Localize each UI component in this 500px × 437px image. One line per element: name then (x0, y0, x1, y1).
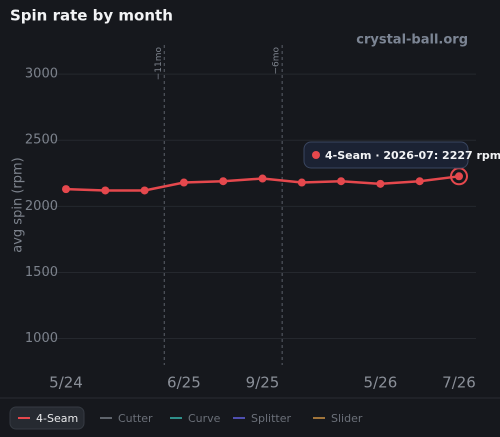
point (62, 185, 70, 194)
point (376, 179, 385, 188)
point (101, 186, 110, 195)
marker-label: −11mo (154, 47, 164, 81)
watermark: crystal-ball.org (356, 33, 468, 48)
point (455, 172, 463, 181)
y-axis-label: avg spin (rpm) (11, 157, 26, 252)
x-tick-label: 6/25 (167, 374, 201, 392)
legend-label[interactable]: Cutter (118, 412, 153, 425)
x-tick-label: 7/26 (442, 374, 476, 392)
y-tick-label: 1500 (25, 265, 58, 280)
x-tick-label: 5/26 (364, 374, 398, 392)
x-tick-label: 5/24 (49, 374, 83, 392)
legend-label[interactable]: 4-Seam (36, 412, 78, 425)
marker-label: −6mo (272, 47, 282, 75)
y-tick-label: 3000 (25, 67, 58, 82)
x-tick-label: 9/25 (246, 374, 280, 392)
point (179, 178, 188, 187)
point (297, 178, 306, 187)
legend-label[interactable]: Slider (331, 412, 363, 425)
y-tick-label: 2000 (25, 199, 58, 214)
point (337, 177, 346, 186)
chart-title: Spin rate by month (10, 7, 173, 25)
point (258, 174, 267, 183)
legend-active-bg[interactable] (9, 406, 85, 430)
point (140, 186, 149, 195)
point (219, 177, 228, 186)
legend-label[interactable]: Splitter (251, 412, 291, 425)
point (415, 177, 424, 186)
tooltip-box (303, 141, 469, 169)
y-tick-label: 2500 (25, 133, 58, 148)
legend-label[interactable]: Curve (188, 412, 221, 425)
y-tick-label: 1000 (25, 331, 58, 346)
tooltip-text: 4-Seam · 2026-07: 2227 rpm (325, 149, 500, 162)
tooltip-dot (312, 151, 320, 159)
